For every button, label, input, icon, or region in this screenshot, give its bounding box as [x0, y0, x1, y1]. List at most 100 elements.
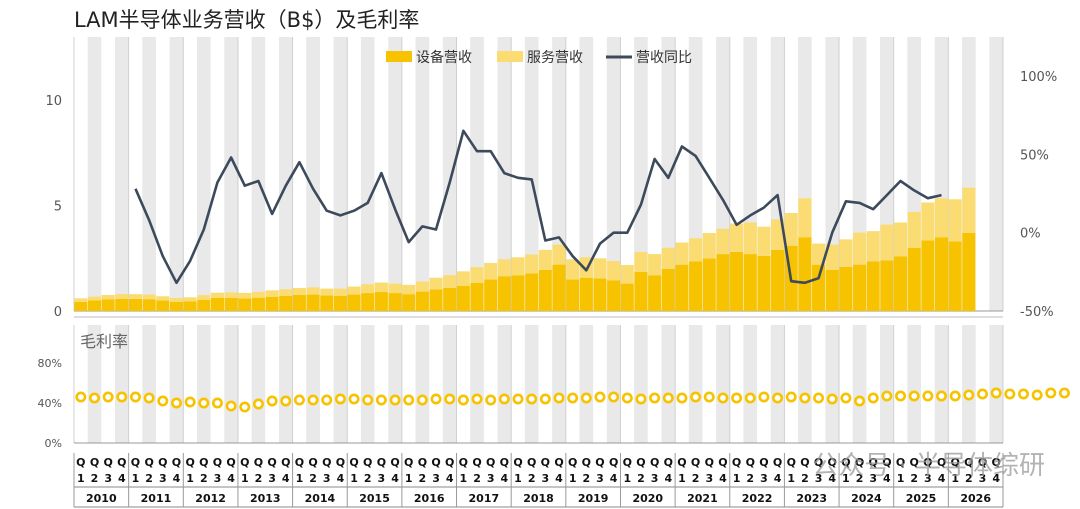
quarter-label: Q [103, 456, 112, 469]
quarter-label: 3 [378, 472, 386, 485]
service-bar [456, 271, 470, 286]
margin-axis-tick: 80% [38, 357, 62, 370]
right-axis-tick: 100% [1020, 70, 1057, 85]
quarter-label: Q [787, 456, 796, 469]
stripe [142, 325, 156, 443]
quarter-label: 2 [309, 472, 317, 485]
year-label: 2025 [906, 492, 937, 505]
equipment-bar [470, 282, 484, 311]
quarter-label: Q [677, 456, 686, 469]
service-bar [948, 199, 962, 242]
legend-label-yoy: 营收同比 [636, 50, 692, 66]
quarter-label: Q [828, 456, 837, 469]
stripe [634, 325, 648, 443]
quarter-label: 4 [446, 472, 454, 485]
margin-point [362, 394, 374, 406]
equipment-bar [101, 299, 115, 311]
quarter-label: 2 [419, 472, 427, 485]
service-bar [962, 187, 976, 234]
margin-point [799, 392, 811, 404]
stripe [579, 325, 594, 443]
equipment-bar [183, 301, 197, 311]
equipment-bar [689, 261, 703, 311]
service-bar [661, 247, 675, 269]
quarter-label: 1 [132, 472, 140, 485]
stripe [114, 37, 129, 311]
service-bar [224, 292, 238, 298]
quarter-label: 4 [118, 472, 126, 485]
quarter-label: 1 [678, 472, 686, 485]
equipment-bar [333, 295, 347, 311]
quarter-label: 2 [145, 472, 153, 485]
quarter-label: 1 [569, 472, 577, 485]
margin-point [922, 390, 934, 402]
equipment-bar [948, 241, 962, 311]
service-bar [292, 288, 306, 295]
quarter-label: Q [841, 456, 850, 469]
equipment-bar [812, 264, 826, 311]
margin-point [321, 394, 333, 406]
quarter-label: Q [267, 456, 276, 469]
margin-point [772, 392, 784, 404]
stripe [169, 325, 184, 443]
quarter-label: Q [773, 456, 782, 469]
quarter-label: 2 [200, 472, 208, 485]
quarter-label: 3 [104, 472, 112, 485]
service-bar [743, 222, 757, 255]
margin-point [539, 393, 551, 405]
equipment-bar [771, 249, 785, 311]
quarter-label: 1 [77, 472, 85, 485]
service-bar [197, 295, 211, 300]
equipment-bar [169, 301, 183, 311]
equipment-bar [798, 237, 812, 311]
equipment-bar [853, 264, 867, 311]
margin-point [881, 390, 893, 402]
equipment-bar [251, 297, 265, 311]
service-bar [880, 224, 894, 261]
quarter-label: Q [363, 456, 372, 469]
service-bar [402, 284, 416, 295]
service-bar [702, 233, 716, 259]
margin-point [662, 392, 674, 404]
margin-point [444, 393, 456, 405]
quarter-label: 1 [787, 472, 795, 485]
service-bar [566, 259, 580, 280]
equipment-bar [320, 295, 334, 311]
margin-point [977, 388, 989, 400]
quarter-label: 3 [159, 472, 167, 485]
margin-point [143, 392, 155, 404]
equipment-bar [730, 251, 744, 311]
margin-point [1031, 389, 1043, 401]
stripe [798, 325, 812, 443]
margin-point [731, 392, 743, 404]
stripe [306, 37, 320, 311]
quarter-label: 3 [979, 472, 987, 485]
year-label: 2010 [86, 492, 117, 505]
quarter-label: Q [541, 456, 550, 469]
quarter-label: Q [76, 456, 85, 469]
margin-point [252, 398, 264, 410]
quarter-label: 3 [815, 472, 823, 485]
margin-point [485, 394, 497, 406]
quarter-label: 3 [705, 472, 713, 485]
quarter-label: Q [554, 456, 563, 469]
quarter-label: Q [718, 456, 727, 469]
quarter-label: 3 [214, 472, 222, 485]
year-label: 2013 [250, 492, 281, 505]
quarter-label: Q [636, 456, 645, 469]
margin-point [307, 394, 319, 406]
quarter-label: Q [951, 456, 960, 469]
equipment-bar [443, 287, 457, 311]
equipment-bar [156, 300, 170, 311]
stripe [196, 325, 211, 443]
margin-point [416, 394, 428, 406]
equipment-bar [880, 260, 894, 311]
service-bar [374, 282, 388, 293]
stripe [169, 37, 184, 311]
quarter-label: 1 [623, 472, 631, 485]
service-bar [730, 223, 744, 252]
margin-point [608, 391, 620, 403]
stripe [661, 325, 676, 443]
stripe [661, 37, 676, 311]
equipment-bar [402, 294, 416, 311]
